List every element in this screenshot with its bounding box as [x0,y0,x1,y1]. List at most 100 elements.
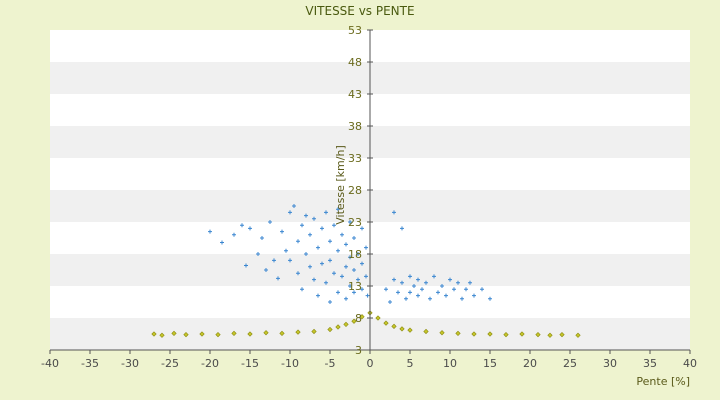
data-point [324,210,328,215]
data-point [460,296,464,301]
data-point [480,287,484,292]
data-point [332,223,336,228]
data-point [352,236,356,240]
y-tick-label: 13 [348,280,362,293]
data-point [336,207,340,212]
data-point [344,242,348,247]
data-point [348,284,352,288]
data-point [336,290,340,295]
data-point [335,324,341,330]
data-point [436,290,440,295]
data-point [276,276,280,281]
data-point [364,274,368,279]
data-point [324,280,328,285]
x-tick-label: -35 [81,357,99,370]
data-point [408,290,412,295]
data-point [300,223,304,228]
data-point [424,280,428,285]
data-point [448,277,452,282]
data-point [388,300,392,304]
data-point [391,323,397,329]
y-tick-label: 3 [355,344,362,357]
data-point [304,252,308,256]
data-point [407,327,413,333]
data-point [384,287,388,292]
data-point [356,277,360,282]
data-point [247,331,253,337]
data-point [316,245,320,250]
data-point [416,293,420,298]
y-tick-label: 28 [348,184,362,197]
data-point [340,274,344,279]
data-point [487,331,493,337]
data-point [312,277,316,282]
data-point [327,326,333,333]
data-point [432,274,436,279]
data-point [296,239,300,244]
x-tick-label: -20 [201,357,219,370]
x-tick-label: 20 [523,357,537,370]
data-point [468,280,472,285]
data-point [360,261,364,266]
chart-title: VITESSE vs PENTE [305,4,414,18]
data-point [364,245,368,250]
data-point [332,271,336,276]
data-point [575,332,581,338]
data-point [260,236,264,240]
data-point [360,287,364,292]
data-point [308,264,312,269]
data-point [316,293,320,298]
data-point [171,330,177,336]
data-point [519,331,525,337]
data-point [208,229,212,234]
y-tick-label: 18 [348,248,362,261]
data-point [263,330,269,336]
x-tick-label: 15 [483,357,497,370]
data-point [296,271,300,276]
x-tick-label: 30 [603,357,617,370]
data-point [183,332,189,338]
data-point [456,280,460,285]
data-point [535,332,541,338]
data-point [452,287,456,292]
data-point [356,252,360,256]
x-tick-label: -10 [281,357,299,370]
x-tick-label: 10 [443,357,457,370]
data-point [352,290,356,295]
data-point [292,204,296,208]
data-point [231,330,237,336]
data-point [300,287,304,292]
x-tick-label: 25 [563,357,577,370]
data-point [240,223,244,228]
tick-labels: -40 -35 -30 -25 -20 -15 -10 -5 0 5 10 15 20 25 30 35 40 3… [41,24,697,370]
y-tick-label: 23 [348,216,362,229]
axes [49,29,691,354]
data-point [268,220,272,224]
data-point [428,296,432,301]
y-tick-label: 33 [348,152,362,165]
data-point [328,258,332,263]
y-tick-label: 38 [348,120,362,133]
data-point [336,248,340,253]
data-point [340,232,344,237]
data-point [464,287,468,292]
data-point [304,213,308,218]
data-point [256,252,260,256]
x-tick-label: 35 [643,357,657,370]
data-point [344,264,348,269]
data-point [328,300,332,304]
data-point [360,226,364,231]
data-point [311,328,317,335]
data-point [295,329,301,335]
data-point [159,332,165,338]
x-tick-label: -15 [241,357,259,370]
data-point [375,315,381,321]
data-point [383,320,389,326]
data-point [399,326,405,332]
data-point [348,255,352,260]
data-point [444,293,448,298]
data-point [400,280,404,285]
data-point [352,268,356,272]
